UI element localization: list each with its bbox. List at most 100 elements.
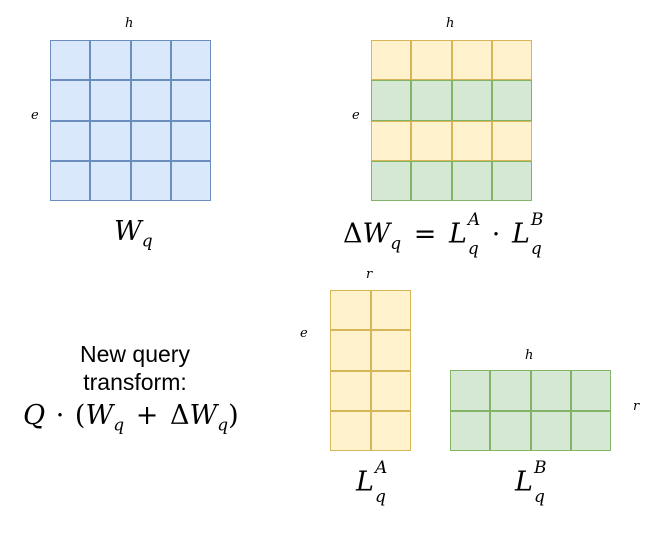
matrix-cell [50,40,91,81]
matrix-cell [50,80,91,121]
delta-e-label: e [352,108,360,123]
matrix-cell [411,80,452,121]
formula-w-sub: q [113,415,125,436]
matrix-cell [491,120,532,161]
matrix-cell [50,160,91,201]
delta-lb: L [511,218,530,250]
delta-la-sup: A [467,210,481,230]
matrix-cell [491,40,532,81]
matrix-cell [170,40,211,81]
formula-plus: + [135,400,159,431]
matrix-cell [411,120,452,161]
wq-e-label: e [31,108,39,123]
matrix-cell [411,160,452,201]
matrix-cell [370,330,411,371]
formula-w: W [85,400,114,431]
lb-matrix [450,370,611,451]
formula-dw-sub: q [217,415,229,436]
matrix-cell [570,410,611,451]
matrix-cell [330,410,371,451]
matrix-cell [451,40,492,81]
matrix-cell [490,410,531,451]
matrix-cell [330,290,371,331]
matrix-cell [330,330,371,371]
formula-open-paren: ( [74,400,86,431]
new-query-line1: New query [80,341,190,367]
matrix-cell [370,290,411,331]
matrix-cell [90,40,131,81]
matrix-cell [50,120,91,161]
wq-h-label: h [125,16,134,31]
matrix-cell [170,160,211,201]
delta-lb-sub: q [530,239,542,259]
delta-w: W [362,218,391,250]
formula-delta: Δ [169,400,190,431]
delta-equals: = [413,218,437,250]
la-e-label: e [300,326,308,341]
matrix-cell [491,80,532,121]
matrix-cell [371,80,412,121]
delta-w-sub: q [390,233,402,254]
lb-label-sub: q [533,487,545,507]
formula-dw: W [189,400,218,431]
matrix-cell [130,160,171,201]
formula-dot: · [55,400,65,431]
new-query-formula: Q · (Wq + ΔWq) [23,400,239,434]
matrix-cell [90,80,131,121]
matrix-cell [371,160,412,201]
matrix-cell [130,120,171,161]
delta-la: L [448,218,467,250]
matrix-cell [371,40,412,81]
la-r-label: r [366,267,373,282]
matrix-cell [530,370,571,411]
matrix-cell [130,40,171,81]
matrix-cell [170,120,211,161]
la-label-sub: q [374,487,386,507]
matrix-cell [370,410,411,451]
wq-label-w: W [114,216,142,247]
formula-q: Q [23,400,46,431]
lb-label-l: L [515,466,533,498]
matrix-cell [491,160,532,201]
delta-wq-matrix [371,40,532,201]
lb-h-label: h [525,348,534,363]
new-query-caption: New query transform: [40,340,230,396]
matrix-cell [170,80,211,121]
delta-la-sub: q [467,239,479,259]
wq-label-sub: q [141,231,153,252]
matrix-cell [451,120,492,161]
matrix-cell [451,80,492,121]
wq-matrix [50,40,211,201]
matrix-cell [130,80,171,121]
la-label-l: L [356,466,374,498]
delta-lb-sup: B [530,210,544,230]
matrix-cell [490,370,531,411]
matrix-cell [371,120,412,161]
formula-close-paren: ) [228,400,239,431]
la-matrix [330,290,411,451]
matrix-cell [450,370,491,411]
delta-h-label: h [446,16,455,31]
matrix-cell [450,410,491,451]
matrix-cell [570,370,611,411]
delta-dot: · [491,218,501,250]
lb-r-label: r [633,399,640,414]
lb-label-sup: B [533,458,547,478]
delta-symbol: Δ [343,218,363,250]
matrix-cell [370,370,411,411]
matrix-cell [411,40,452,81]
matrix-cell [330,370,371,411]
new-query-line2: transform: [83,369,187,395]
matrix-cell [451,160,492,201]
matrix-cell [530,410,571,451]
la-label-sup: A [374,458,388,478]
matrix-cell [90,120,131,161]
wq-label: Wq [114,216,153,250]
